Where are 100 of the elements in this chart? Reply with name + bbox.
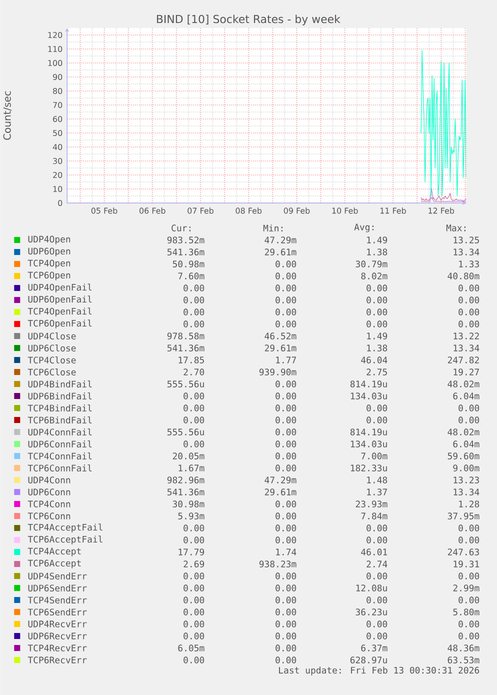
text: 0.00 — [184, 632, 204, 640]
legend-label: UDP6ConnFail — [28, 440, 92, 448]
legend-label: UDP4OpenFail — [28, 284, 92, 292]
legend-label: TCP6RecvErr — [28, 656, 87, 664]
text: 0.00 — [458, 536, 479, 544]
text: 0.00 — [276, 524, 296, 532]
text: 0.00 — [276, 380, 296, 388]
legend-label: UDP6RecvErr — [28, 632, 87, 640]
text: 1.67m — [178, 464, 204, 472]
text: 0.00 — [276, 632, 296, 640]
legend-label: UDP6SendErr — [28, 584, 87, 592]
text: 1.49 — [367, 236, 387, 244]
text: 13.34 — [454, 344, 480, 352]
legend-label: TCP6ConnFail — [28, 464, 92, 472]
text: 0.00 — [276, 596, 296, 604]
text: 0.00 — [366, 308, 387, 316]
text: 555.56u — [167, 380, 204, 388]
legend-label: TCP6AcceptFail — [28, 536, 102, 544]
text: 6.05m — [178, 644, 204, 652]
text: 134.03u — [350, 392, 387, 400]
text: 30.98m — [172, 500, 204, 508]
text: 13.23 — [454, 476, 479, 484]
text: 48.02m — [448, 380, 480, 388]
text: 46.52m — [264, 332, 296, 340]
text: 1.48 — [367, 476, 387, 484]
text: 0.00 — [276, 440, 296, 448]
text: Cur: — [172, 224, 190, 232]
text: 0.00 — [458, 596, 479, 604]
legend-label: UDP6Open — [28, 248, 70, 256]
text: 13.25 — [454, 236, 479, 244]
text: 0.00 — [458, 620, 479, 628]
text: 541.36m — [167, 248, 204, 256]
text: 2.70 — [184, 368, 204, 376]
legend-label: TCP6OpenFail — [28, 320, 92, 328]
legend-label: UDP6Close — [28, 344, 76, 352]
text: 0.00 — [276, 416, 296, 424]
text: 978.58m — [167, 332, 204, 340]
text: 0.00 — [276, 608, 296, 616]
legend-label: TCP6Close — [28, 368, 76, 376]
legend-label: TCP6Open — [28, 272, 70, 280]
text: Min: — [263, 224, 282, 232]
text: 0.00 — [276, 272, 296, 280]
text: 0.00 — [276, 536, 296, 544]
text: 0.00 — [366, 296, 387, 304]
text: 814.19u — [350, 380, 387, 388]
text: 0.00 — [276, 584, 296, 592]
text: 63.53m — [448, 656, 480, 664]
text: 12.08u — [356, 584, 387, 592]
text: 0.00 — [184, 404, 204, 412]
legend-label: TCP4Conn — [28, 500, 70, 508]
legend-label: UDP4ConnFail — [28, 428, 92, 436]
text: 0.00 — [276, 512, 296, 520]
text: 1.38 — [367, 344, 387, 352]
text: 0.00 — [458, 320, 479, 328]
text: 0.00 — [276, 500, 296, 508]
text: 29.61m — [264, 344, 296, 352]
text: 40.80m — [448, 272, 480, 280]
text: 47.29m — [264, 476, 296, 484]
text: 0.00 — [366, 632, 387, 640]
text: 0.00 — [366, 284, 387, 292]
text: 5.80m — [453, 608, 480, 616]
text: 59.60m — [448, 452, 480, 460]
legend-label: TCP4Open — [28, 260, 70, 268]
text: 7.84m — [361, 512, 388, 520]
text: 0.00 — [276, 296, 296, 304]
text: 19.31 — [454, 560, 479, 568]
text: 1.33 — [459, 260, 479, 268]
text: 46.04 — [361, 356, 388, 364]
text: 541.36m — [167, 488, 204, 496]
text: 13.22 — [454, 332, 479, 340]
text: 37.95m — [448, 512, 480, 520]
text: 0.00 — [276, 308, 296, 316]
legend-label: TCP4BindFail — [28, 404, 92, 412]
text: 0.00 — [458, 404, 479, 412]
text: 0.00 — [366, 404, 387, 412]
text: 23.93m — [356, 500, 388, 508]
text: 0.00 — [366, 620, 387, 628]
text: 7.00m — [361, 452, 388, 460]
text: 13.34 — [454, 488, 480, 496]
text: 0.00 — [276, 428, 296, 436]
text: 0.00 — [366, 596, 387, 604]
text: 6.37m — [361, 644, 388, 652]
text: 1.38 — [367, 248, 387, 256]
text: 938.23m — [259, 560, 296, 568]
legend-label: TCP4ConnFail — [28, 452, 92, 460]
text: 0.00 — [458, 572, 479, 580]
text: 0.00 — [184, 572, 204, 580]
text: 1.49 — [367, 332, 387, 340]
text: Avg: — [354, 224, 374, 232]
text: 0.00 — [184, 620, 204, 628]
text: 0.00 — [276, 392, 296, 400]
text: 36.23u — [356, 608, 387, 616]
text: 1.74 — [276, 548, 296, 556]
text: 13.34 — [454, 248, 480, 256]
text: 2.69 — [184, 560, 204, 568]
text: 628.97u — [350, 656, 387, 664]
text: 2.74 — [366, 560, 388, 568]
legend-label: TCP4OpenFail — [28, 308, 92, 316]
text: 0.00 — [458, 296, 479, 304]
text: 182.33u — [350, 464, 387, 472]
